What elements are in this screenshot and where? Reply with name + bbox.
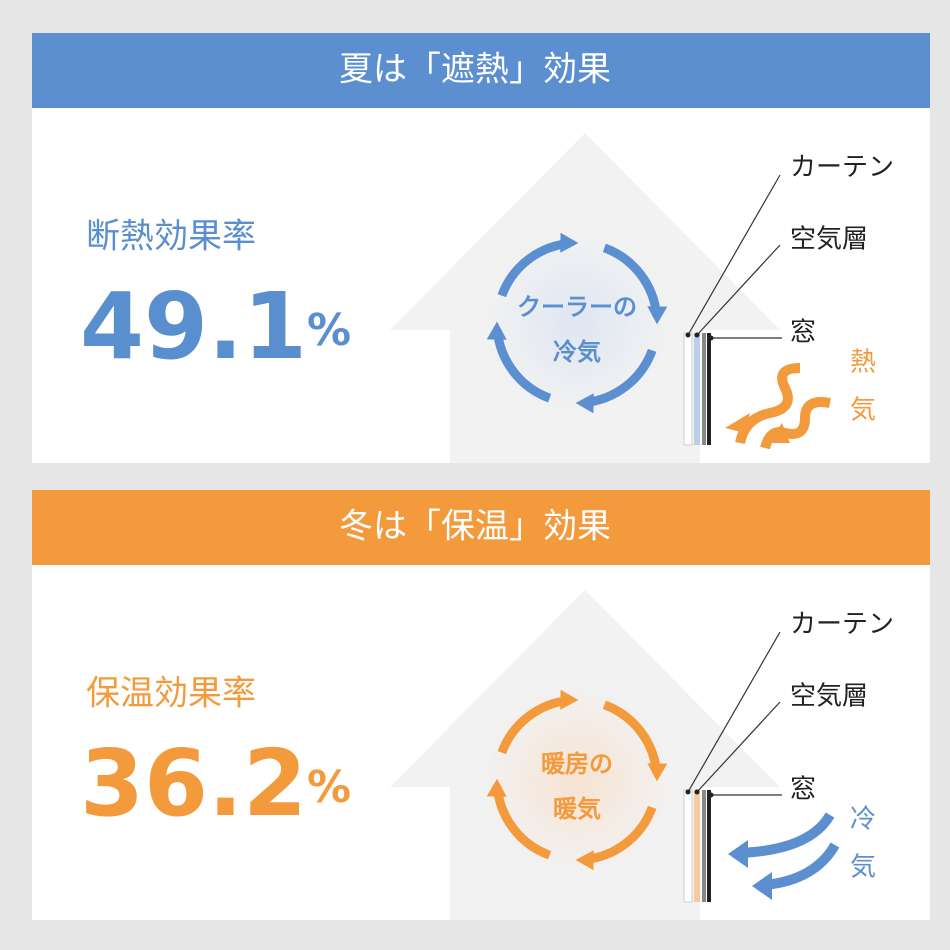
arrow-head bbox=[486, 778, 507, 797]
circulation-arrow bbox=[492, 329, 552, 403]
air-layer-label: 空気層 bbox=[790, 225, 868, 255]
inside-line-1: クーラーの bbox=[517, 293, 637, 321]
window-frame bbox=[707, 333, 711, 445]
circulation-arrow bbox=[497, 238, 571, 298]
glow bbox=[482, 228, 672, 418]
leader-line bbox=[687, 174, 781, 336]
curtain-layer bbox=[683, 332, 693, 446]
leader-line bbox=[696, 701, 781, 793]
curtain-label: カーテン bbox=[790, 610, 894, 640]
metric-value: 36.2% bbox=[80, 730, 351, 837]
leader-dot bbox=[685, 789, 691, 795]
arrow-head bbox=[768, 423, 790, 443]
header-title: 夏は「遮熱」効果 bbox=[339, 50, 611, 90]
inside-line-2: 暖気 bbox=[553, 795, 601, 823]
leader-dot bbox=[694, 789, 700, 795]
inside-line-1: 暖房の bbox=[541, 750, 613, 778]
window-frame bbox=[707, 790, 711, 902]
arrow-head bbox=[486, 321, 507, 340]
metric-value: 49.1% bbox=[80, 273, 351, 380]
leader-line bbox=[696, 244, 781, 336]
window-glass bbox=[702, 333, 706, 445]
arrow-head bbox=[575, 393, 594, 414]
circulation-arrow bbox=[583, 805, 657, 865]
leader-dot bbox=[685, 332, 691, 338]
window-label: 窓 bbox=[790, 318, 816, 348]
metric-number: 49.1 bbox=[80, 273, 307, 380]
metric-unit: % bbox=[307, 305, 351, 356]
heat-wave bbox=[735, 363, 801, 445]
outside-char-2: 気 bbox=[850, 396, 876, 426]
arrow-head bbox=[647, 306, 668, 325]
leader-dot bbox=[694, 332, 700, 338]
metric-label: 断熱効果率 bbox=[86, 217, 256, 257]
air-layer-label: 空気層 bbox=[790, 682, 868, 712]
arrow-head bbox=[728, 840, 748, 868]
circulation-arrow bbox=[497, 695, 571, 755]
header-bar bbox=[32, 490, 930, 565]
outside-char-1: 冷 bbox=[850, 805, 876, 835]
outside-char-2: 気 bbox=[850, 853, 876, 883]
metric-label: 保温効果率 bbox=[86, 674, 256, 714]
leader-dot bbox=[708, 335, 714, 341]
leader-line bbox=[687, 631, 781, 793]
circulation-arrow bbox=[602, 700, 662, 774]
metric-unit: % bbox=[307, 762, 351, 813]
arrow-head bbox=[752, 872, 772, 900]
air-layer bbox=[694, 790, 700, 902]
leader-dot bbox=[708, 792, 714, 798]
air-layer bbox=[694, 333, 700, 445]
header-bar bbox=[32, 33, 930, 108]
arrow-head bbox=[725, 413, 750, 433]
window-label: 窓 bbox=[790, 775, 816, 805]
glow bbox=[482, 685, 672, 875]
arrow-head bbox=[647, 763, 668, 782]
circulation-arrow bbox=[602, 243, 662, 317]
cold-flow bbox=[764, 842, 840, 890]
cold-flow bbox=[739, 812, 835, 858]
window-glass bbox=[702, 790, 706, 902]
circulation-arrow bbox=[583, 348, 657, 408]
curtain-label: カーテン bbox=[790, 153, 894, 183]
arrow-head bbox=[560, 689, 579, 710]
arrow-head bbox=[560, 232, 579, 253]
arrow-head bbox=[575, 850, 594, 871]
header-title: 冬は「保温」効果 bbox=[339, 507, 611, 547]
metric-number: 36.2 bbox=[80, 730, 307, 837]
heat-wave bbox=[760, 397, 831, 450]
curtain-layer bbox=[683, 789, 693, 903]
circulation-arrow bbox=[492, 786, 552, 860]
outside-char-1: 熱 bbox=[850, 348, 876, 378]
inside-line-2: 冷気 bbox=[553, 338, 601, 366]
